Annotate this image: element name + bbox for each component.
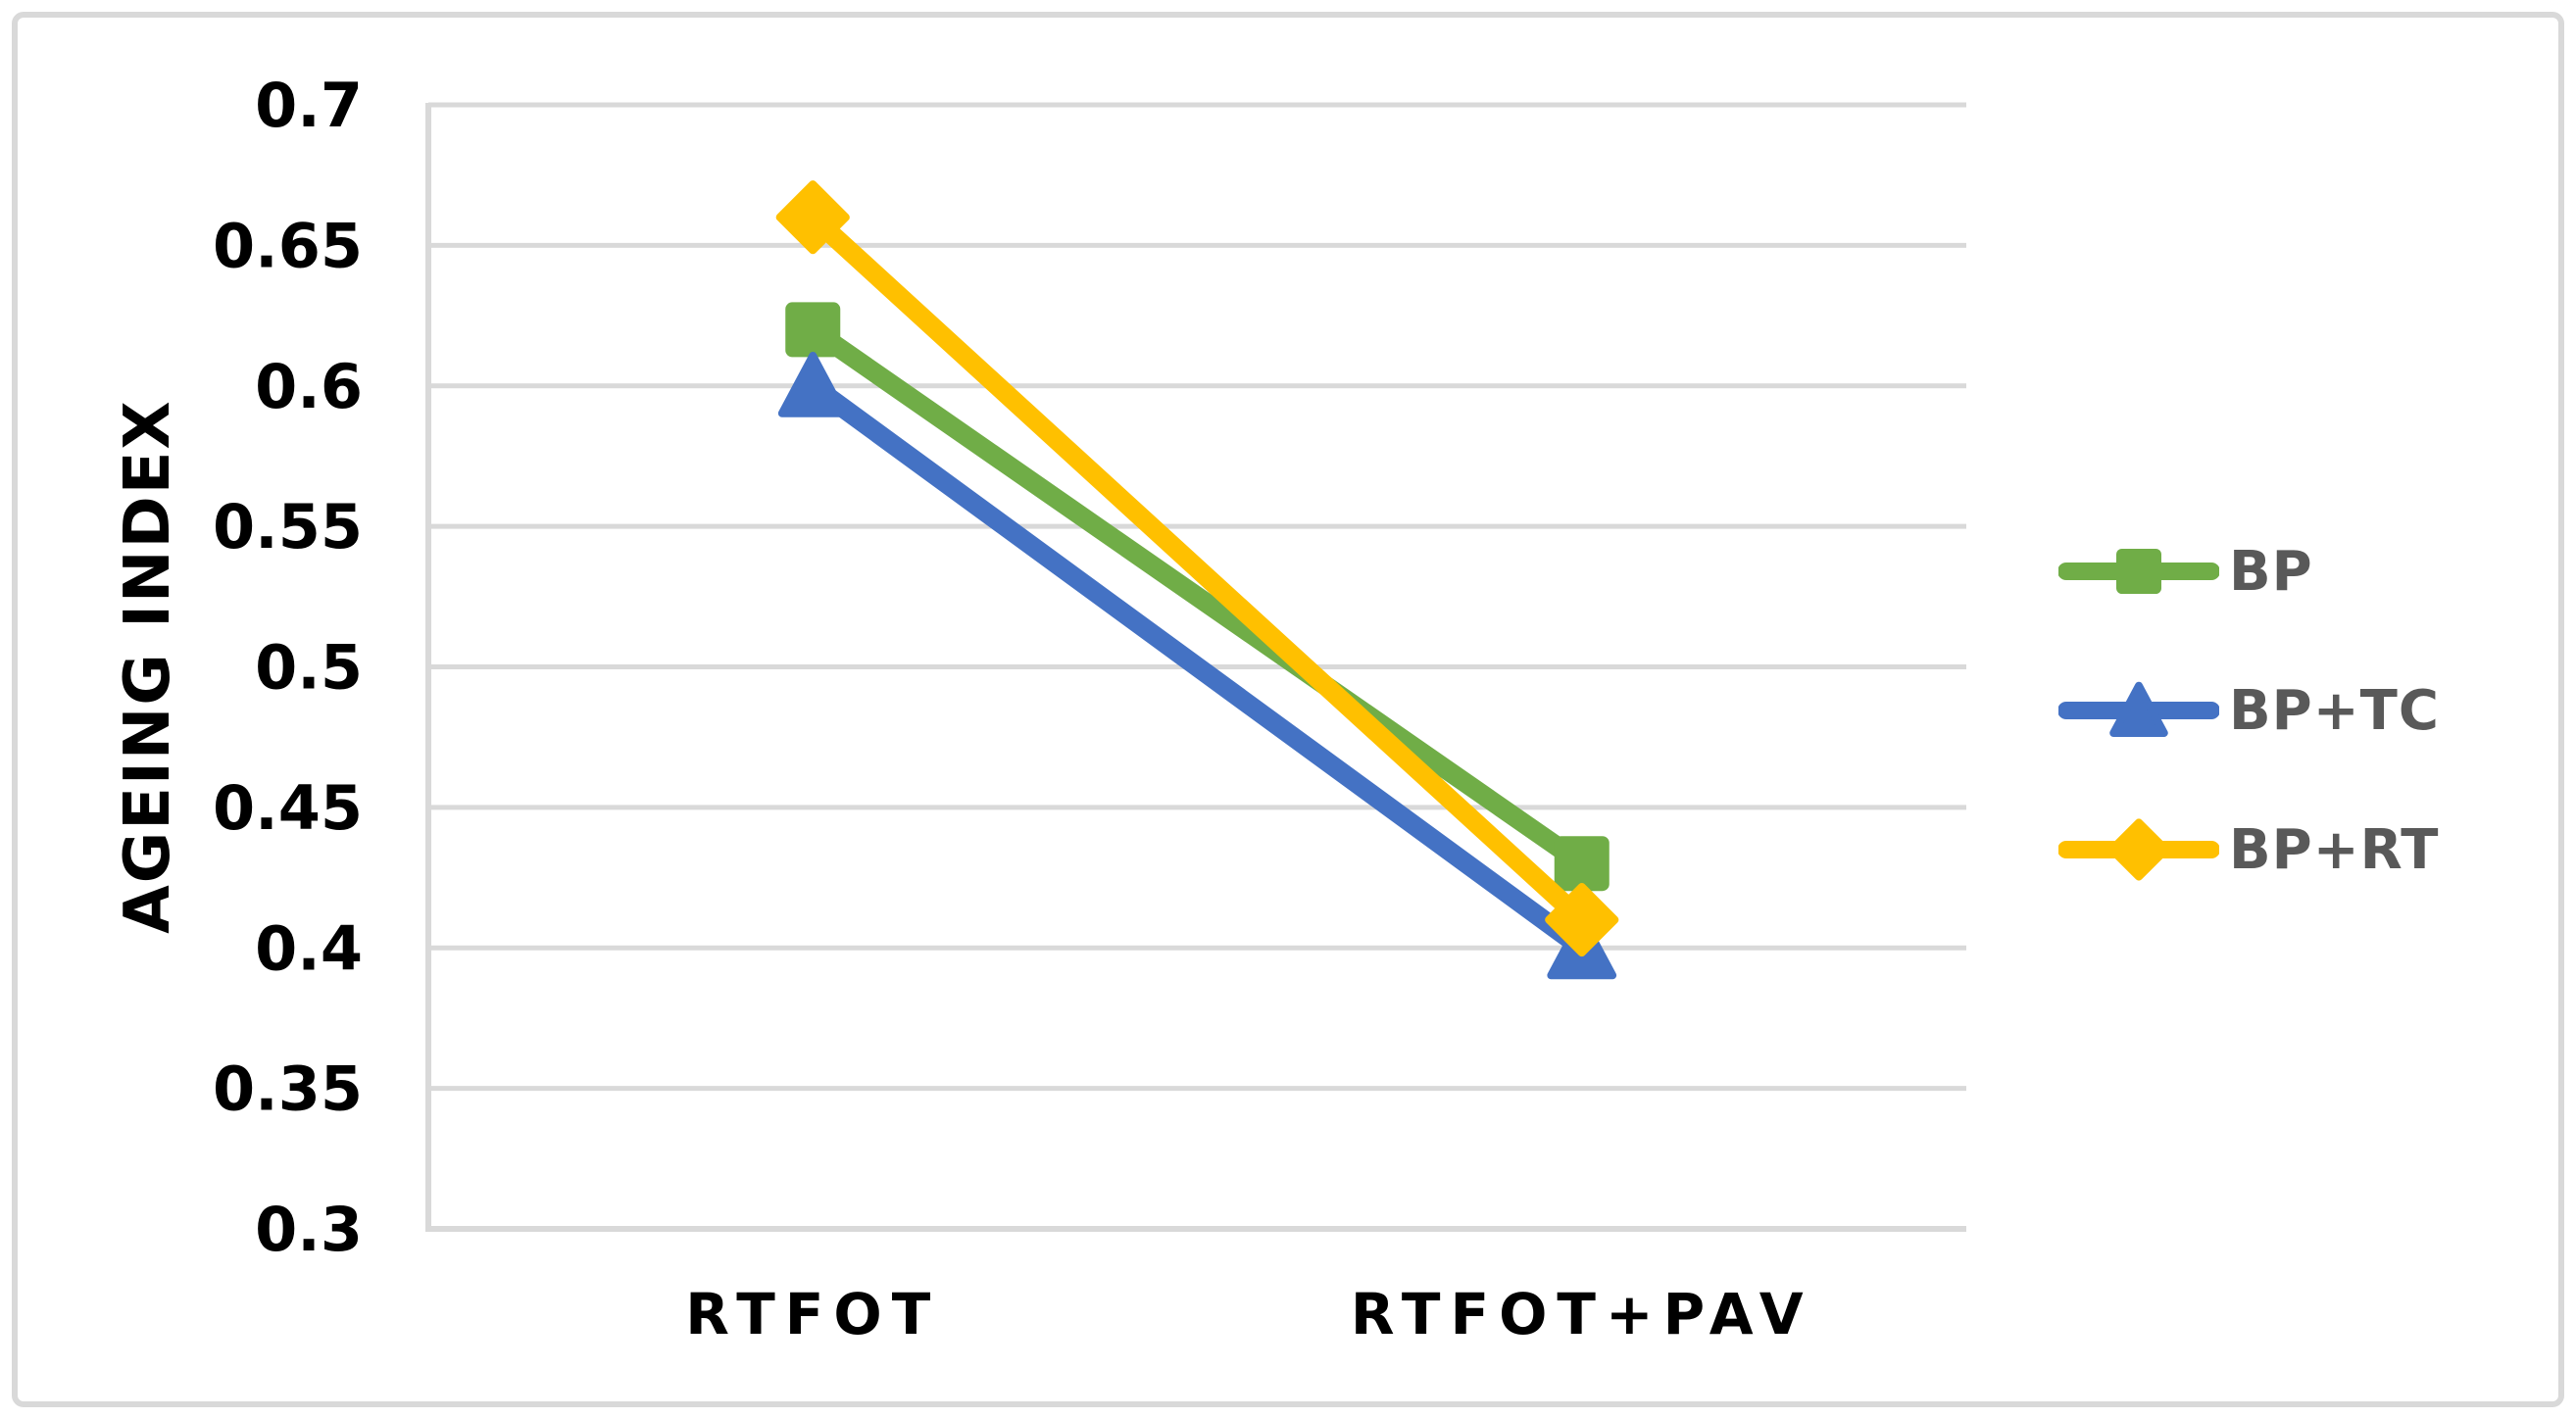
chart-border [12, 12, 2564, 1407]
bp-line [803, 319, 1592, 874]
y-tick-label: 0.4 [255, 912, 363, 984]
y-tick-label: 0.7 [255, 70, 363, 141]
bp-tc-line [803, 375, 1592, 958]
bp-marker [785, 302, 841, 358]
x-axis-label: RTFOT [685, 1281, 940, 1347]
legend-item-bp-tc: BP+TC [2058, 671, 2440, 750]
legend-item-bp: BP [2058, 532, 2440, 611]
y-tick-label: 0.3 [255, 1194, 363, 1265]
legend-label: BP [2229, 539, 2313, 604]
y-tick-label: 0.6 [255, 351, 363, 422]
bp-marker [1554, 836, 1610, 892]
legend-swatch-bp-rt [2058, 818, 2219, 881]
legend: BP BP+TC BP+RT [2058, 532, 2440, 950]
y-tick-label: 0.45 [213, 772, 363, 844]
bp-rt-line [803, 207, 1592, 930]
bp-tc-marker [777, 351, 848, 417]
legend-label: BP+TC [2229, 678, 2440, 743]
y-tick-label: 0.5 [255, 632, 363, 704]
legend-label: BP+RT [2229, 817, 2440, 882]
bp-rt-marker [775, 180, 850, 255]
y-tick-label: 0.35 [213, 1053, 363, 1125]
legend-swatch-bp-tc [2058, 681, 2219, 737]
y-tick-label: 0.55 [213, 491, 363, 563]
legend-swatch-bp [2058, 549, 2219, 594]
bp-rt-marker [1545, 882, 1619, 957]
legend-item-bp-rt: BP+RT [2058, 810, 2440, 889]
y-tick-label: 0.65 [213, 210, 363, 281]
x-axis-label: RTFOT+PAV [1351, 1281, 1813, 1347]
